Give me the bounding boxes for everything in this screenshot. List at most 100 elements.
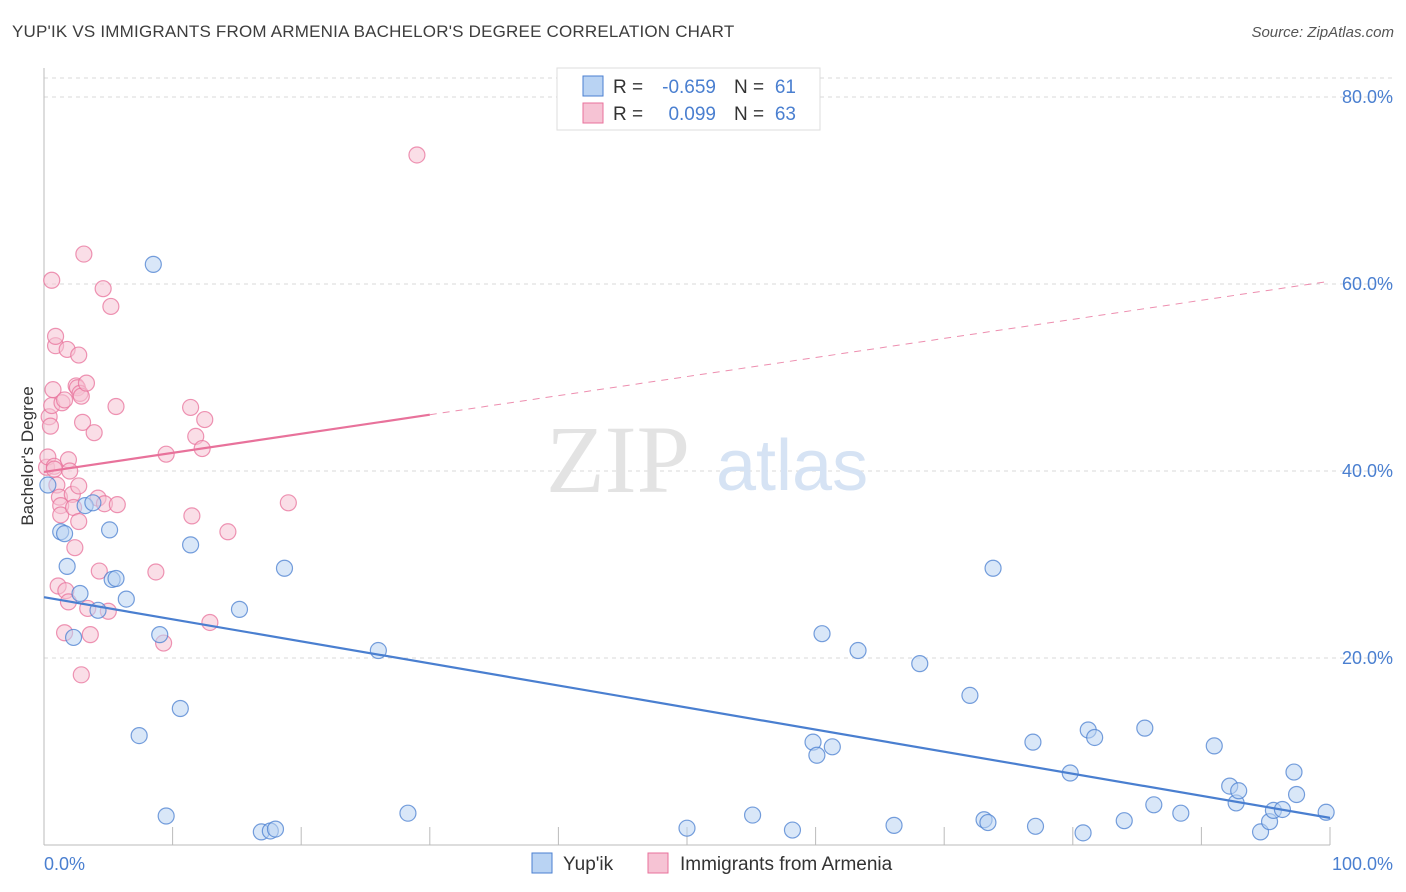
armenia-point [70,346,88,364]
armenia-point [201,613,219,632]
yupik-point [58,557,76,575]
stats-n-value-armenia: 63 [775,104,796,125]
y-tick-labels: 20.0% 40.0% 60.0% 80.0% [1342,87,1393,668]
yupik-point [1285,763,1303,781]
armenia-point [55,391,74,409]
yupik-point [399,804,417,822]
armenia-point [408,146,426,164]
x-tick-label: 100.0% [1332,854,1393,874]
armenia-trend-line-extension [429,280,1331,416]
legend-swatch-armenia [647,852,669,874]
yupik-point [39,476,57,494]
yupik-point [1024,733,1042,751]
armenia-point [77,374,96,392]
armenia-point [72,666,90,684]
yupik-point [911,655,929,673]
yupik-point [71,584,89,603]
yupik-point [1205,737,1223,755]
armenia-point [52,506,70,524]
armenia-point [44,381,62,399]
yupik-point [808,746,826,764]
armenia-point [182,398,200,417]
yupik-trend-line [43,596,1331,819]
stats-r-value-armenia: 0.099 [668,104,716,125]
stats-n-value-yupik: 61 [775,77,796,98]
yupik-point [100,521,119,539]
yupik-point [157,807,175,825]
yupik-point [1145,796,1163,814]
yupik-point [678,819,696,837]
yupik-point [783,821,802,839]
yupik-point [1136,719,1154,737]
legend-label-yupik: Yup'ik [563,854,614,875]
armenia-point [147,563,165,581]
yupik-point [1086,728,1104,747]
yupik-point [266,820,285,838]
yupik-point [84,494,102,512]
series-legend: Yup'ik Immigrants from Armenia [531,852,893,875]
stats-r-label-yupik: R = [613,77,643,98]
yupik-point [55,525,74,543]
yupik-point [107,569,125,588]
armenia-point [219,523,237,541]
stats-n-label-armenia: N = [734,104,764,125]
yupik-point [230,600,249,618]
y-tick-label: 40.0% [1342,461,1393,481]
watermark-atlas: atlas [716,426,868,506]
legend-label-armenia: Immigrants from Armenia [680,854,893,875]
yupik-point [182,536,200,554]
armenia-point [70,512,88,531]
armenia-trend-line [43,413,430,474]
yupik-point [743,806,762,824]
stats-r-value-yupik: -0.659 [662,77,716,98]
armenia-point [61,462,79,480]
y-axis-title: Bachelor's Degree [18,386,37,525]
x-tick-label: 0.0% [44,854,85,874]
armenia-point [66,539,84,557]
armenia-point [70,477,88,495]
armenia-point [183,507,201,525]
armenia-point [43,271,61,289]
yupik-point [130,727,148,745]
yupik-point [1287,785,1306,804]
yupik-point [1026,817,1045,835]
yupik-point [151,626,169,644]
yupik-point [1074,824,1092,842]
yupik-point [813,625,831,643]
yupik-point [979,813,997,832]
armenia-point [90,562,108,580]
yupik-point [1230,782,1248,800]
y-tick-label: 60.0% [1342,274,1393,294]
watermark: ZIP atlas [546,406,868,513]
yupik-point [885,816,903,834]
armenia-point [85,424,103,442]
legend-swatch-yupik [531,852,553,874]
yupik-point [1115,812,1133,830]
yupik-point [171,699,189,718]
armenia-point [279,494,297,512]
x-tick-labels: 0.0% 100.0% [44,854,1393,874]
armenia-point [196,410,214,429]
armenia-point [94,280,112,298]
stats-swatch-yupik [582,75,604,97]
gridlines [44,77,1392,659]
stats-swatch-armenia [582,102,604,124]
armenia-point [102,297,120,316]
armenia-point [107,397,125,416]
trend-lines [43,280,1331,819]
yupik-point [1172,804,1190,822]
chart-source: Source: ZipAtlas.com [1251,24,1394,41]
yupik-point [144,255,162,273]
yupik-point [984,559,1002,577]
stats-n-label-yupik: N = [734,77,764,98]
yupik-point [823,738,841,756]
armenia-point [41,417,60,435]
yupik-point [117,590,135,608]
armenia-point [75,245,93,263]
armenia-point [46,327,65,345]
armenia-point [81,626,99,644]
chart-title: YUP'IK VS IMMIGRANTS FROM ARMENIA BACHEL… [12,22,735,41]
watermark-zip: ZIP [546,406,690,513]
y-tick-label: 20.0% [1342,648,1393,668]
